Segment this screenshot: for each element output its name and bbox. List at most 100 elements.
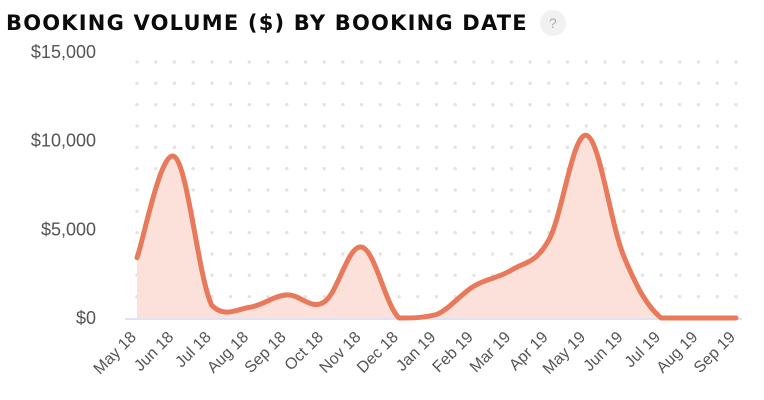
grid-dot (509, 81, 514, 86)
grid-dot (397, 231, 401, 235)
grid-dot (228, 273, 233, 277)
grid-dot (210, 188, 214, 192)
grid-dot (696, 145, 701, 149)
grid-dot (640, 60, 645, 64)
help-icon[interactable]: ? (539, 10, 566, 36)
grid-dot (509, 124, 514, 128)
grid-dot (622, 103, 626, 107)
grid-dot (659, 81, 663, 86)
grid-dot (472, 209, 476, 213)
grid-dot (640, 103, 645, 107)
grid-dot (378, 124, 382, 128)
grid-dot (509, 209, 514, 213)
grid-dot (659, 60, 663, 64)
grid-dot (622, 81, 626, 86)
x-tick-label: Dec 18 (354, 329, 402, 377)
grid-dot (715, 103, 719, 107)
grid-dot (154, 124, 158, 128)
grid-dot (210, 124, 214, 128)
grid-dot (191, 124, 195, 128)
grid-dot (359, 209, 364, 213)
grid-dot (734, 145, 738, 149)
grid-dot (210, 167, 214, 171)
grid-dot (715, 81, 719, 86)
grid-dot (341, 209, 345, 213)
grid-dot (509, 231, 514, 235)
series-area (137, 135, 736, 318)
grid-dot (228, 60, 233, 64)
grid-dot (247, 295, 251, 299)
grid-dot (472, 145, 476, 149)
grid-dot (285, 273, 289, 277)
grid-dot (378, 60, 382, 64)
x-tick-label: Nov 18 (317, 329, 365, 377)
grid-dot (266, 273, 270, 277)
y-tick-label: $15,000 (31, 42, 96, 62)
y-tick-label: $0 (76, 308, 96, 328)
grid-dot (491, 103, 495, 107)
grid-dot (734, 167, 738, 171)
grid-dot (322, 103, 326, 107)
grid-dot (285, 252, 289, 256)
grid-dot (191, 103, 195, 107)
grid-dot (659, 124, 663, 128)
grid-dot (696, 124, 701, 128)
grid-dot (678, 252, 682, 256)
grid-dot (509, 167, 514, 171)
grid-dot (191, 167, 195, 171)
grid-dot (696, 103, 701, 107)
grid-dot (416, 167, 420, 171)
grid-dot (228, 252, 233, 256)
grid-dot (210, 252, 214, 256)
grid-dot (285, 81, 289, 86)
grid-dot (228, 124, 233, 128)
grid-dot (303, 145, 308, 149)
grid-dot (472, 103, 476, 107)
grid-dot (285, 231, 289, 235)
grid-dot (303, 103, 308, 107)
grid-dot (266, 231, 270, 235)
grid-dot (678, 188, 682, 192)
grid-dot (678, 145, 682, 149)
grid-dot (322, 167, 326, 171)
grid-dot (640, 188, 645, 192)
grid-dot (359, 124, 364, 128)
grid-dot (622, 209, 626, 213)
grid-dot (603, 145, 607, 149)
grid-dot (434, 81, 439, 86)
grid-dot (696, 209, 701, 213)
grid-dot (659, 273, 663, 277)
grid-dot (472, 167, 476, 171)
grid-dot (528, 145, 532, 149)
grid-dot (228, 188, 233, 192)
grid-dot (303, 60, 308, 64)
grid-dot (715, 124, 719, 128)
grid-dot (528, 103, 532, 107)
grid-dot (341, 81, 345, 86)
grid-dot (434, 60, 439, 64)
grid-dot (547, 124, 551, 128)
grid-dot (640, 273, 645, 277)
grid-dot (715, 295, 719, 299)
series-line (134, 132, 739, 321)
grid-dot (228, 103, 233, 107)
grid-dot (734, 252, 738, 256)
grid-dot (359, 188, 364, 192)
grid-dot (547, 167, 551, 171)
grid-dot (547, 60, 551, 64)
grid-dot (696, 188, 701, 192)
grid-dot (416, 103, 420, 107)
grid-dot (266, 81, 270, 86)
grid-dot (453, 167, 457, 171)
grid-dot (678, 231, 682, 235)
grid-dot (640, 209, 645, 213)
grid-dot (678, 124, 682, 128)
grid-dot (584, 60, 588, 64)
grid-dot (322, 188, 326, 192)
grid-dot (266, 124, 270, 128)
grid-dot (378, 209, 382, 213)
grid-dot (603, 103, 607, 107)
grid-dot (191, 188, 195, 192)
x-tick-label: Mar 19 (467, 329, 514, 376)
grid-dot (341, 60, 345, 64)
